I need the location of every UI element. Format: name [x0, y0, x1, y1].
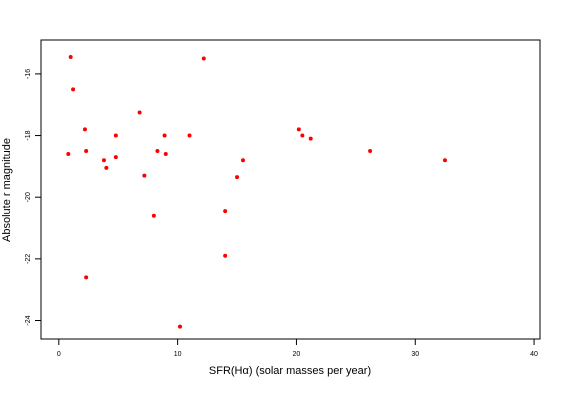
data-point — [163, 152, 168, 157]
data-point — [137, 110, 142, 115]
data-point — [240, 158, 245, 163]
y-axis: -16 -18 -20 -22 -24 — [25, 69, 41, 326]
data-point — [71, 87, 76, 92]
data-point — [113, 155, 118, 160]
data-points — [66, 54, 447, 329]
y-tick-label: -22 — [25, 254, 32, 264]
data-point — [151, 213, 156, 218]
data-point — [442, 158, 447, 163]
data-point — [104, 165, 109, 170]
data-point — [68, 54, 73, 59]
data-point — [178, 324, 183, 329]
data-point — [235, 175, 240, 180]
x-tick-label: 10 — [174, 351, 182, 358]
y-tick-label: -20 — [25, 192, 32, 202]
plot-frame — [40, 39, 541, 340]
x-tick-label: 0 — [57, 351, 61, 358]
data-point — [308, 136, 313, 141]
data-point — [223, 253, 228, 258]
x-tick-label: 20 — [293, 351, 301, 358]
data-point — [84, 148, 89, 153]
data-point — [201, 56, 206, 61]
x-axis-title: SFR(Hα) (solar masses per year) — [209, 365, 371, 377]
data-point — [187, 133, 192, 138]
x-tick-label: 30 — [411, 351, 419, 358]
data-point — [142, 173, 147, 178]
data-point — [101, 158, 106, 163]
y-tick-label: -24 — [25, 315, 32, 325]
y-tick-label: -16 — [25, 69, 32, 79]
data-point — [223, 209, 228, 214]
data-point — [66, 152, 71, 157]
x-axis: 0 10 20 30 40 — [57, 339, 538, 358]
y-tick-label: -18 — [25, 130, 32, 140]
data-point — [296, 127, 301, 132]
x-tick-label: 40 — [530, 351, 538, 358]
data-point — [82, 127, 87, 132]
data-point — [162, 133, 167, 138]
data-point — [155, 148, 160, 153]
data-point — [368, 148, 373, 153]
data-point — [84, 275, 89, 280]
y-axis-title: Absolute r magnitude — [1, 138, 13, 242]
data-point — [300, 133, 305, 138]
data-point — [113, 133, 118, 138]
